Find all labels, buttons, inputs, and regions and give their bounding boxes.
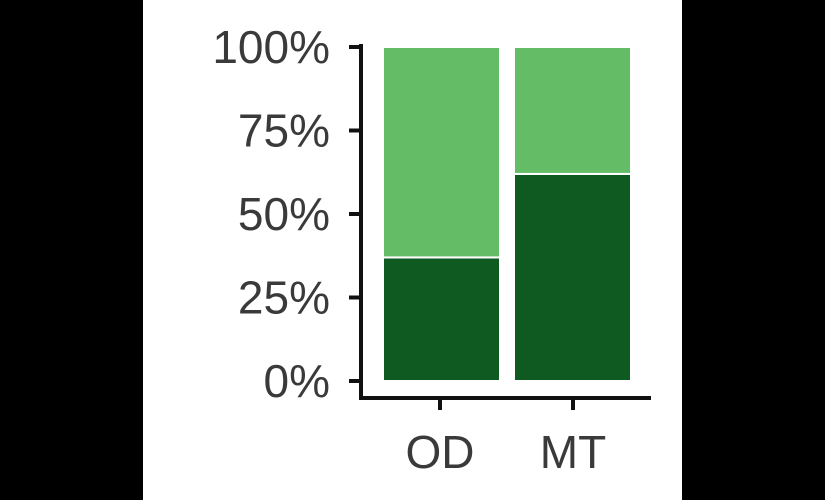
bar-od-segment-1	[382, 256, 501, 383]
bar-mt-segment-1	[513, 172, 632, 382]
x-tick-label: OD	[406, 426, 475, 478]
y-tick-label: 50%	[238, 188, 330, 240]
y-tick-label: 75%	[238, 105, 330, 157]
chart-panel: 0% 25% 50% 75% 100% OD MT	[143, 0, 682, 500]
bar-od-segment-2	[382, 46, 501, 259]
x-tick-label: MT	[540, 426, 606, 478]
stacked-bar-chart: 0% 25% 50% 75% 100% OD MT	[212, 21, 651, 478]
bar-mt-segment-2	[513, 46, 632, 175]
axes-layer: 0% 25% 50% 75% 100% OD MT	[212, 21, 651, 478]
bars-layer	[382, 46, 632, 383]
y-tick-label: 25%	[238, 272, 330, 324]
y-tick-label: 0%	[264, 355, 330, 407]
y-tick-label: 100%	[212, 21, 330, 73]
